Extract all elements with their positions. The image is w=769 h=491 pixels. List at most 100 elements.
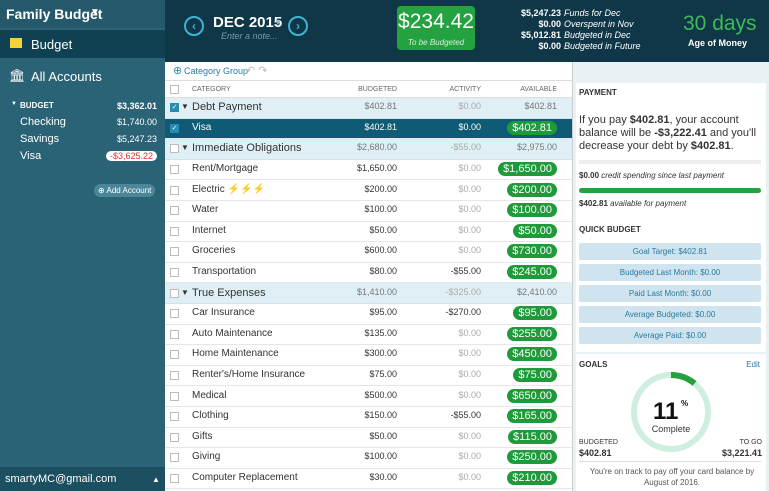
available[interactable]: $1,650.00 xyxy=(498,162,557,177)
quick-budget-button[interactable]: Average Budgeted: $0.00 xyxy=(579,306,761,323)
available[interactable]: $250.00 xyxy=(507,450,557,465)
checkbox[interactable] xyxy=(170,309,179,319)
available[interactable]: $165.00 xyxy=(507,409,557,424)
category-name[interactable]: Gifts xyxy=(192,430,213,442)
checkbox[interactable]: ✓ xyxy=(170,103,179,113)
add-group-button[interactable]: Category Group xyxy=(184,66,249,76)
budgeted[interactable]: $1,650.00 xyxy=(356,163,397,174)
checkbox[interactable] xyxy=(170,206,179,216)
category-name[interactable]: Internet xyxy=(192,224,226,236)
category-name[interactable]: Debt Payment xyxy=(192,101,262,114)
budgeted[interactable]: $150.00 xyxy=(364,410,397,421)
budgeted[interactable]: $80.00 xyxy=(369,266,397,277)
available[interactable]: $2,410.00 xyxy=(516,286,557,297)
budgeted[interactable]: $75.00 xyxy=(369,369,397,380)
available[interactable]: $50.00 xyxy=(513,223,557,238)
checkbox[interactable] xyxy=(170,85,179,94)
category-row[interactable]: Electric ⚡⚡⚡ $200.00 $0.00 $200.00 xyxy=(165,180,572,201)
nav-budget[interactable]: Budget xyxy=(31,37,73,52)
checkbox[interactable] xyxy=(170,371,179,381)
category-name[interactable]: Car Insurance xyxy=(192,307,255,319)
category-name[interactable]: True Expenses xyxy=(192,286,266,299)
category-name[interactable]: Rent/Mortgage xyxy=(192,163,259,175)
month-nav[interactable]: ‹ xyxy=(184,16,204,36)
available[interactable]: $100.00 xyxy=(507,203,557,218)
checkbox[interactable] xyxy=(170,432,179,442)
budgeted[interactable]: $100.00 xyxy=(364,451,397,462)
checkbox[interactable] xyxy=(170,247,179,257)
account-name[interactable]: Visa xyxy=(20,150,42,162)
month-nav[interactable]: › xyxy=(288,16,308,36)
account-name[interactable]: Checking xyxy=(20,116,66,128)
budgeted[interactable]: $30.00 xyxy=(369,472,397,483)
quick-budget-button[interactable]: Paid Last Month: $0.00 xyxy=(579,285,761,302)
user-email[interactable]: smartyMC@gmail.com xyxy=(5,473,117,485)
available[interactable]: $650.00 xyxy=(507,388,557,403)
category-row[interactable]: Medical $500.00 $0.00 $650.00 xyxy=(165,386,572,407)
category-row[interactable]: Car Insurance $95.00 -$270.00 $95.00 xyxy=(165,304,572,325)
available[interactable]: $75.00 xyxy=(513,368,557,383)
checkbox[interactable] xyxy=(170,350,179,360)
category-row[interactable]: Groceries $600.00 $0.00 $730.00 xyxy=(165,242,572,263)
note-input[interactable]: Enter a note... xyxy=(221,31,278,41)
checkbox[interactable] xyxy=(170,226,179,236)
category-row[interactable]: Internet $50.00 $0.00 $50.00 xyxy=(165,221,572,243)
available[interactable]: $95.00 xyxy=(513,306,557,321)
budgeted[interactable]: $200.00 xyxy=(364,183,397,194)
category-name[interactable]: Groceries xyxy=(192,245,236,257)
category-name[interactable]: Renter's/Home Insurance xyxy=(192,369,306,381)
checkbox[interactable] xyxy=(170,268,179,278)
category-name[interactable]: Home Maintenance xyxy=(192,348,279,360)
category-name[interactable]: Clothing xyxy=(192,410,229,422)
group-row[interactable]: ▼ Immediate Obligations $2,680.00 -$55.00 $2… xyxy=(165,139,572,160)
quick-budget-button[interactable]: Budgeted Last Month: $0.00 xyxy=(579,264,761,281)
category-row[interactable]: Rent/Mortgage $1,650.00 $0.00 $1,650.00 xyxy=(165,159,572,181)
account-name[interactable]: Savings xyxy=(20,133,60,145)
checkbox[interactable] xyxy=(170,165,179,175)
available[interactable]: $210.00 xyxy=(507,471,557,486)
category-name[interactable]: Visa xyxy=(192,121,212,133)
category-row[interactable]: Computer Replacement $30.00 $0.00 $210.00 xyxy=(165,468,572,490)
checkbox[interactable] xyxy=(170,453,179,463)
quick-budget-button[interactable]: Average Paid: $0.00 xyxy=(579,327,761,344)
group-row[interactable]: ▼ True Expenses $1,410.00 -$325.00 $2,410.00 xyxy=(165,283,572,304)
category-name[interactable]: Electric ⚡⚡⚡ xyxy=(192,183,265,195)
budgeted[interactable]: $2,680.00 xyxy=(356,142,397,153)
available[interactable]: $245.00 xyxy=(507,265,557,280)
category-name[interactable]: Giving xyxy=(192,451,221,463)
available[interactable]: $115.00 xyxy=(508,429,557,444)
category-name[interactable]: Water xyxy=(192,204,219,216)
category-row[interactable]: Gifts $50.00 $0.00 $115.00 xyxy=(165,427,572,449)
edit-link[interactable]: Edit xyxy=(746,360,760,369)
budgeted[interactable]: $402.81 xyxy=(364,121,397,132)
available[interactable]: $200.00 xyxy=(507,182,557,197)
group-row[interactable]: ✓ ▼ Debt Payment $402.81 $0.00 $402.81 xyxy=(165,98,572,119)
month[interactable]: DEC 2015 xyxy=(213,14,283,31)
budgeted[interactable]: $100.00 xyxy=(364,204,397,215)
budgeted[interactable]: $300.00 xyxy=(364,348,397,359)
checkbox[interactable] xyxy=(170,329,179,339)
category-row[interactable]: Auto Maintenance $135.00 $0.00 $255.00 xyxy=(165,324,572,346)
checkbox[interactable] xyxy=(170,144,179,154)
category-row[interactable]: Renter's/Home Insurance $75.00 $0.00 $75.00 xyxy=(165,365,572,387)
add-account-button[interactable]: ⊕ Add Account xyxy=(94,184,156,197)
available[interactable]: $450.00 xyxy=(507,347,557,362)
budgeted[interactable]: $600.00 xyxy=(364,245,397,256)
checkbox[interactable] xyxy=(170,412,179,422)
checkbox[interactable] xyxy=(170,185,179,195)
category-row[interactable]: ✓ Visa $402.81 $0.00 $402.81 xyxy=(165,118,572,140)
category-name[interactable]: Computer Replacement xyxy=(192,472,298,484)
budget-name[interactable]: Family Budget xyxy=(6,6,103,22)
available[interactable]: $255.00 xyxy=(507,326,557,341)
category-name[interactable]: Auto Maintenance xyxy=(192,327,273,339)
category-row[interactable]: Clothing $150.00 -$55.00 $165.00 xyxy=(165,407,572,428)
checkbox[interactable] xyxy=(170,288,179,298)
checkbox[interactable] xyxy=(170,391,179,401)
nav-accounts[interactable]: All Accounts xyxy=(31,69,102,84)
category-row[interactable]: Giving $100.00 $0.00 $250.00 xyxy=(165,448,572,469)
category-name[interactable]: Immediate Obligations xyxy=(192,142,302,155)
available[interactable]: $730.00 xyxy=(507,244,557,259)
budgeted[interactable]: $402.81 xyxy=(364,101,397,112)
available[interactable]: $2,975.00 xyxy=(516,142,557,153)
available[interactable]: $402.81 xyxy=(524,101,557,112)
